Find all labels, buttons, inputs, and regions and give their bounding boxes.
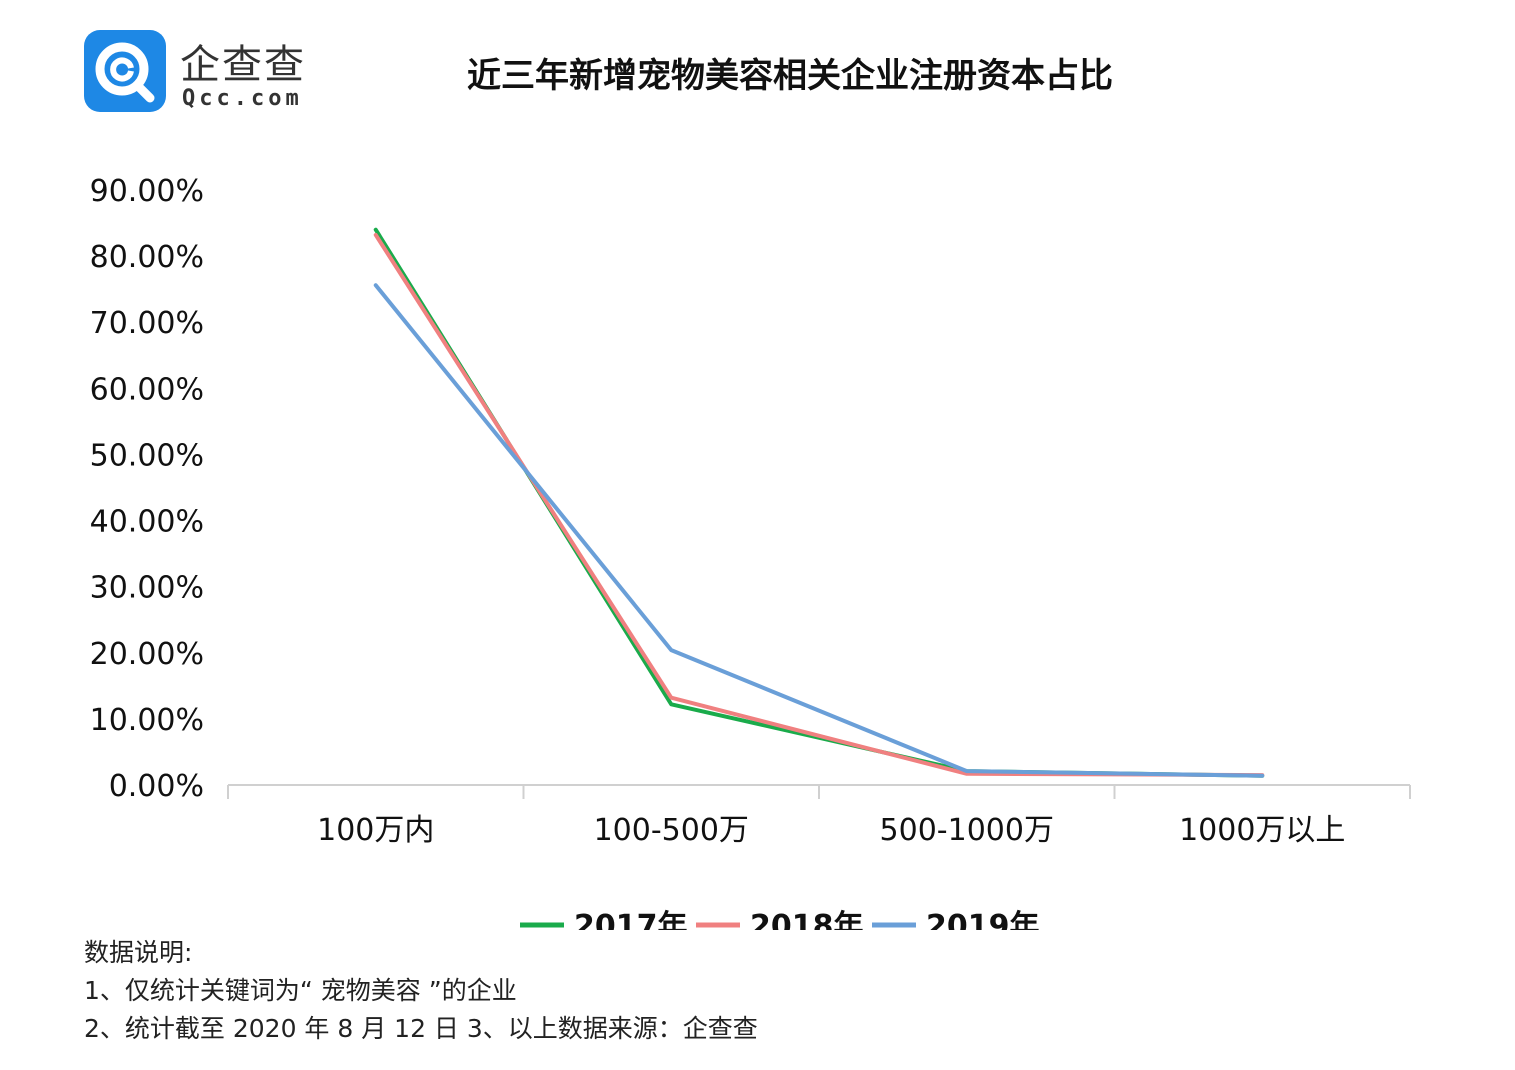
notes-heading: 数据说明: xyxy=(84,938,193,967)
y-tick-label: 50.00% xyxy=(90,438,204,473)
legend-label: 2019年 xyxy=(926,909,1040,930)
y-tick-label: 0.00% xyxy=(109,769,204,804)
y-tick-label: 10.00% xyxy=(90,703,204,738)
notes-line-2: 2、统计截至 2020 年 8 月 12 日 3、以上数据来源：企查查 xyxy=(84,1014,758,1043)
x-category-label: 100-500万 xyxy=(594,813,749,848)
x-category-label: 1000万以上 xyxy=(1179,813,1345,848)
logo: 企查查 Qcc.com xyxy=(84,30,324,114)
x-category-label: 500-1000万 xyxy=(880,813,1054,848)
y-tick-label: 60.00% xyxy=(90,372,204,407)
y-tick-label: 90.00% xyxy=(90,174,204,209)
y-tick-label: 70.00% xyxy=(90,306,204,341)
series-line xyxy=(373,232,1265,778)
logo-text-cn: 企查查 xyxy=(180,42,306,88)
y-tick-label: 20.00% xyxy=(90,637,204,672)
legend-label: 2017年 xyxy=(574,909,688,930)
search-q-icon xyxy=(95,42,155,103)
notes-line-1: 1、仅统计关键词为“ 宠物美容 ”的企业 xyxy=(84,976,517,1005)
x-category-label: 100万内 xyxy=(317,813,434,848)
series-line xyxy=(373,283,1265,778)
chart-title: 近三年新增宠物美容相关企业注册资本占比 xyxy=(467,56,1113,96)
logo-text-en: Qcc.com xyxy=(182,86,303,111)
y-tick-label: 30.00% xyxy=(90,571,204,606)
y-tick-label: 80.00% xyxy=(90,240,204,275)
logo-badge xyxy=(84,30,166,112)
data-notes: 数据说明: 1、仅统计关键词为“ 宠物美容 ”的企业 2、统计截至 2020 年… xyxy=(84,934,758,1048)
line-chart: 0.00% 10.00% 20.00% 30.00% 40.00% 50.00% 60.00… xyxy=(90,174,1411,930)
series-line xyxy=(373,227,1265,778)
y-tick-label: 40.00% xyxy=(90,505,204,540)
legend-label: 2018年 xyxy=(750,909,864,930)
